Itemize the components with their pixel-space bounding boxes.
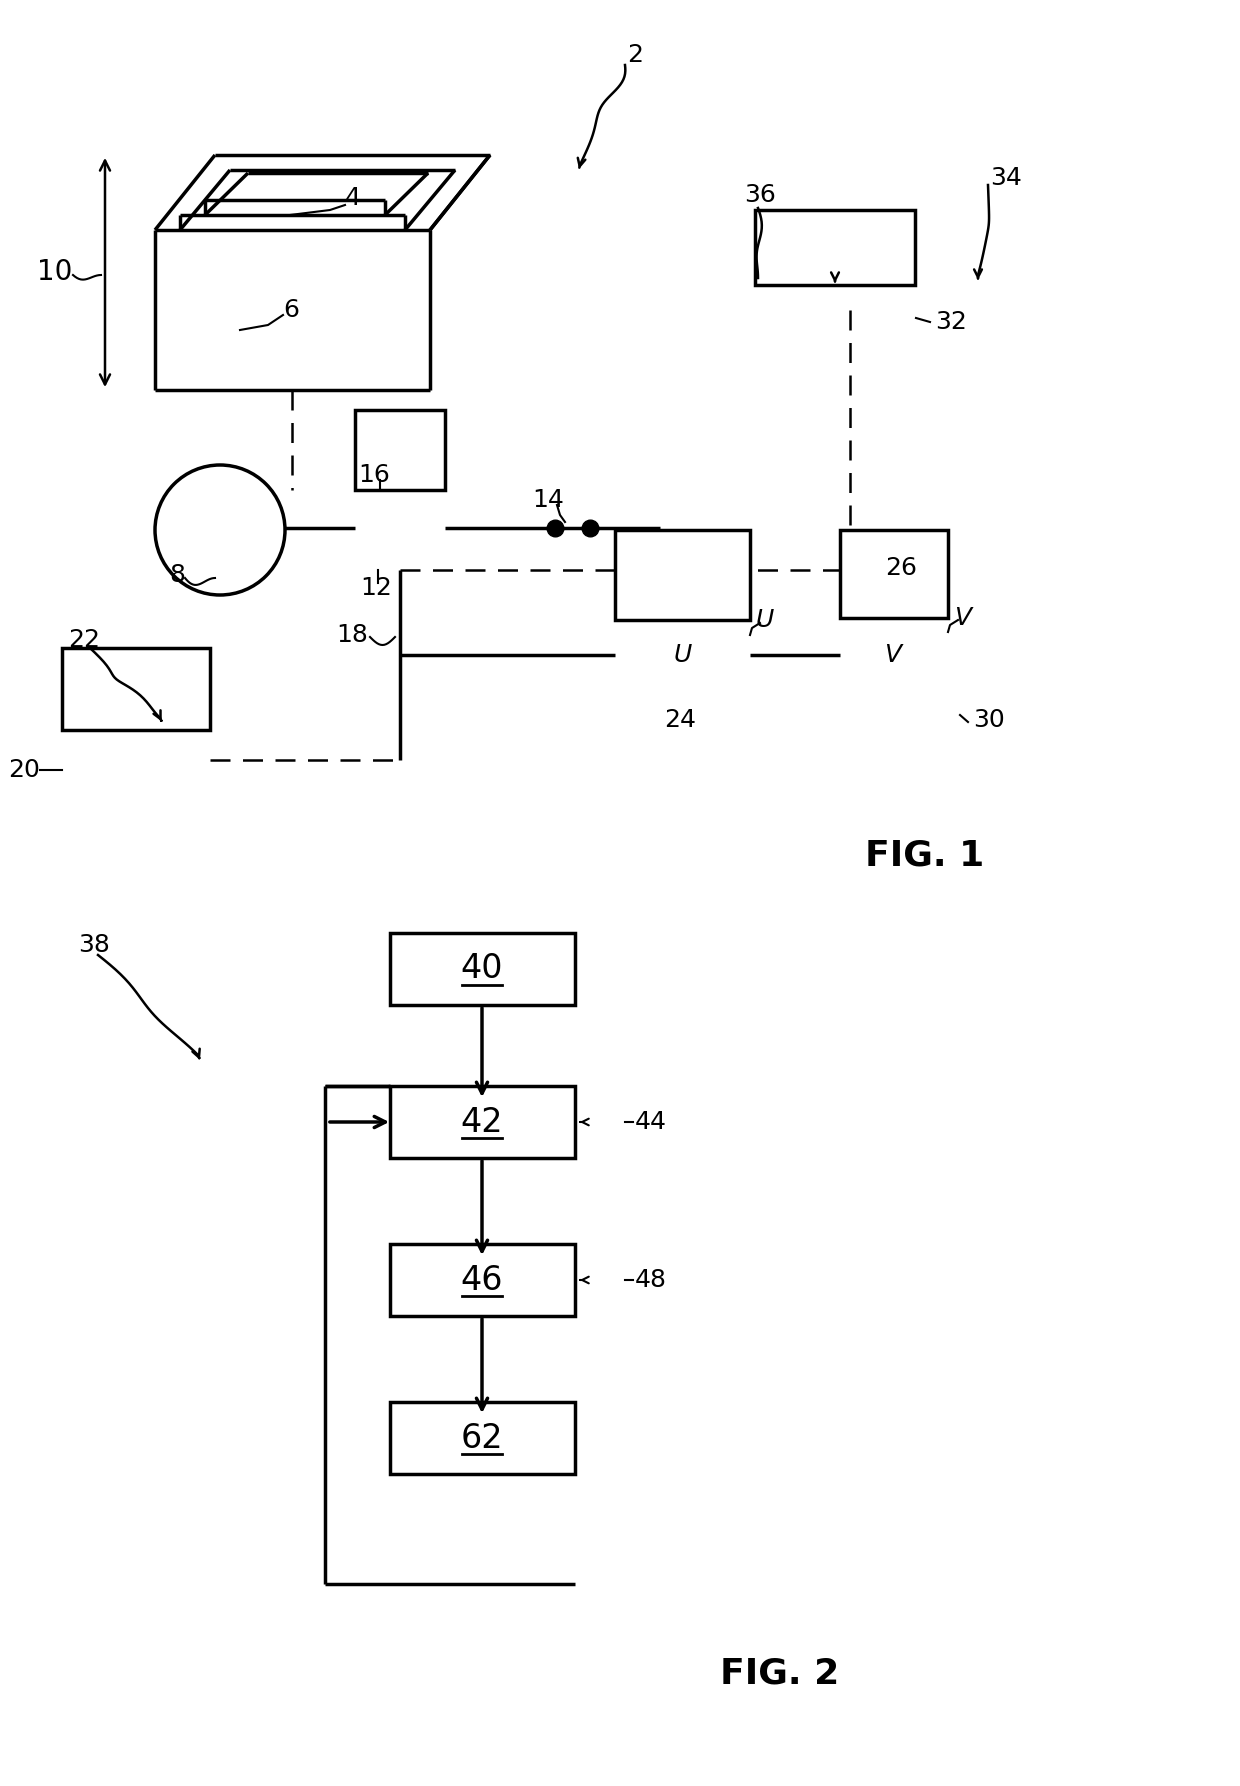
Text: 10: 10: [37, 257, 72, 286]
Text: 22: 22: [68, 629, 100, 652]
Text: 38: 38: [78, 932, 110, 957]
Text: 40: 40: [461, 952, 503, 986]
Text: 36: 36: [744, 182, 776, 207]
Text: 26: 26: [885, 555, 918, 580]
Text: 12: 12: [360, 577, 392, 600]
Text: 6: 6: [283, 298, 299, 321]
Text: 8: 8: [169, 563, 185, 588]
Text: 30: 30: [973, 707, 1004, 732]
Text: U: U: [673, 643, 692, 666]
Text: FIG. 2: FIG. 2: [720, 1657, 839, 1691]
Text: 20: 20: [9, 757, 40, 782]
Bar: [391, 932, 575, 1006]
Text: 34: 34: [990, 166, 1022, 189]
Text: U: U: [756, 607, 774, 632]
Bar: [615, 530, 750, 620]
Text: 24: 24: [663, 707, 696, 732]
Text: 18: 18: [336, 623, 368, 647]
Text: 4: 4: [345, 186, 361, 211]
Text: 48: 48: [635, 1268, 667, 1291]
Text: 42: 42: [461, 1106, 503, 1138]
Text: 46: 46: [461, 1263, 503, 1297]
Bar: [755, 211, 915, 286]
Text: V: V: [955, 605, 972, 630]
Text: 32: 32: [935, 311, 967, 334]
Bar: [839, 530, 949, 618]
Text: 14: 14: [532, 488, 564, 513]
Text: 44: 44: [635, 1111, 667, 1134]
Bar: [391, 1402, 575, 1473]
Bar: [62, 648, 210, 730]
Bar: [391, 1245, 575, 1316]
Text: V: V: [884, 643, 901, 666]
Text: 2: 2: [627, 43, 644, 68]
Text: 62: 62: [461, 1422, 503, 1454]
Text: 16: 16: [358, 463, 389, 488]
Bar: [355, 411, 445, 489]
Bar: [391, 1086, 575, 1157]
Text: FIG. 1: FIG. 1: [866, 838, 985, 872]
